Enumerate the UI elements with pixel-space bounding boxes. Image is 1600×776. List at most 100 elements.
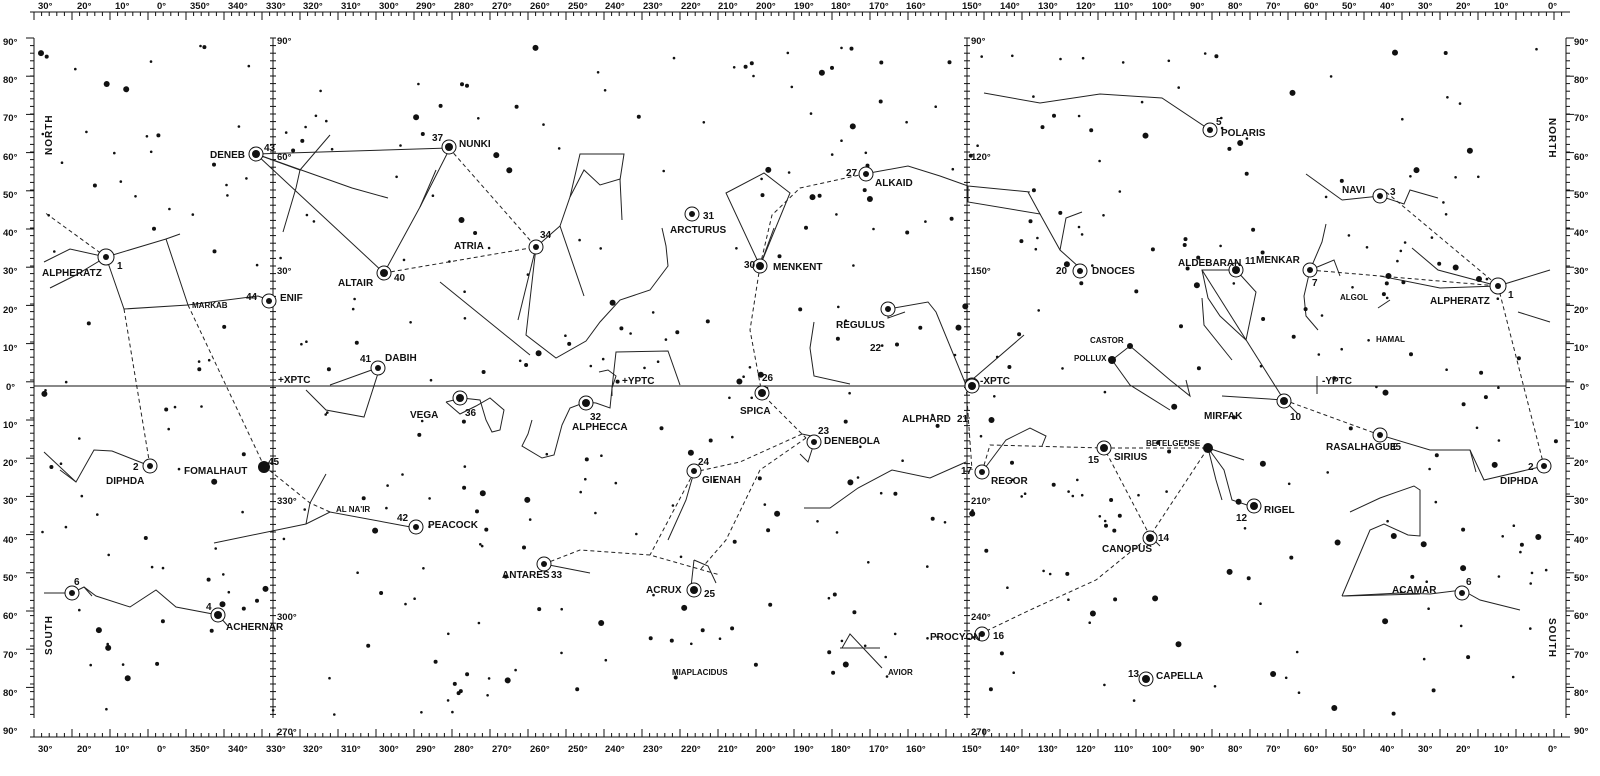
background-star bbox=[1289, 89, 1296, 96]
background-star bbox=[60, 161, 64, 164]
star-dnoces bbox=[1072, 263, 1088, 279]
background-star bbox=[456, 691, 461, 696]
star-number: 32 bbox=[590, 412, 602, 423]
star-dabih bbox=[370, 360, 386, 376]
star-label: FOMALHAUT bbox=[184, 466, 247, 477]
ra-label: 290° bbox=[416, 744, 436, 755]
background-star bbox=[600, 454, 603, 458]
background-star bbox=[880, 344, 884, 347]
background-star bbox=[96, 513, 99, 516]
background-star bbox=[905, 120, 908, 124]
background-star bbox=[1203, 52, 1207, 55]
background-star bbox=[402, 258, 406, 262]
background-star bbox=[1259, 364, 1263, 368]
star-label: SPICA bbox=[740, 406, 771, 417]
background-star bbox=[1179, 324, 1183, 329]
star-label: RIGEL bbox=[1264, 505, 1295, 516]
background-star bbox=[866, 196, 873, 202]
background-star bbox=[1231, 415, 1236, 420]
background-star bbox=[1140, 100, 1144, 104]
dec-label: 60° bbox=[1574, 611, 1589, 622]
label-castor: CASTOR bbox=[1090, 336, 1124, 345]
background-star bbox=[1396, 259, 1399, 263]
star-number: 30 bbox=[744, 260, 756, 271]
background-star bbox=[486, 694, 489, 697]
background-star bbox=[1058, 210, 1063, 215]
ra-label: 140° bbox=[1000, 1, 1020, 12]
background-star bbox=[1339, 178, 1344, 183]
background-star bbox=[103, 81, 110, 87]
dec-label: 70° bbox=[1574, 650, 1589, 661]
star-number: 26 bbox=[762, 373, 774, 384]
ra-label: 60° bbox=[1304, 744, 1319, 755]
background-star bbox=[41, 530, 44, 534]
ra-label: 170° bbox=[869, 744, 889, 755]
background-star bbox=[835, 213, 838, 216]
dec-label: 70° bbox=[1574, 113, 1589, 124]
background-star bbox=[173, 405, 177, 409]
background-star bbox=[1331, 705, 1338, 711]
background-star bbox=[643, 366, 646, 370]
background-star bbox=[475, 509, 479, 514]
background-star bbox=[1081, 56, 1085, 60]
background-star bbox=[1065, 571, 1070, 576]
background-star bbox=[1413, 167, 1420, 174]
background-star bbox=[38, 50, 44, 57]
background-star bbox=[830, 153, 834, 156]
background-star bbox=[211, 478, 218, 485]
star-label: CAPELLA bbox=[1156, 671, 1203, 682]
background-star bbox=[804, 225, 808, 230]
background-star bbox=[578, 238, 581, 242]
tick-marks bbox=[26, 12, 1574, 737]
background-star bbox=[1497, 575, 1501, 578]
background-star bbox=[1235, 498, 1242, 505]
background-star bbox=[1445, 368, 1448, 372]
star-canopus bbox=[1138, 671, 1154, 687]
background-star bbox=[227, 590, 231, 594]
ra-label: 80° bbox=[1228, 1, 1243, 12]
background-star bbox=[1431, 688, 1436, 693]
background-star bbox=[1098, 515, 1102, 518]
dec-label: 10° bbox=[3, 343, 18, 354]
background-star bbox=[1017, 332, 1022, 337]
ra-label: 60° bbox=[1304, 1, 1319, 12]
background-star bbox=[818, 69, 825, 76]
background-star bbox=[1384, 281, 1389, 286]
panel-label: 210° bbox=[971, 496, 991, 507]
background-star bbox=[481, 370, 486, 374]
star-alpheratz-left bbox=[97, 248, 115, 266]
background-star bbox=[1067, 598, 1070, 601]
background-star bbox=[225, 183, 228, 187]
ra-label: 310° bbox=[341, 744, 361, 755]
background-star bbox=[1365, 246, 1369, 249]
background-star bbox=[589, 364, 593, 368]
ra-label: 310° bbox=[341, 1, 361, 12]
dec-label: 0° bbox=[1580, 382, 1589, 393]
background-star bbox=[1434, 453, 1439, 458]
background-star bbox=[988, 417, 995, 423]
ra-label: 30° bbox=[1418, 1, 1433, 12]
background-star bbox=[635, 532, 638, 536]
background-star bbox=[237, 125, 241, 128]
background-star bbox=[504, 677, 511, 684]
background-star bbox=[305, 213, 309, 217]
background-star bbox=[768, 602, 773, 607]
background-star bbox=[879, 491, 883, 495]
background-star bbox=[422, 567, 425, 570]
ra-label: 40° bbox=[1380, 1, 1395, 12]
background-star bbox=[41, 132, 45, 136]
background-star bbox=[862, 188, 867, 193]
background-star bbox=[44, 54, 49, 59]
background-star bbox=[404, 602, 407, 606]
star-betelgeuse bbox=[1203, 443, 1213, 453]
background-star bbox=[420, 419, 424, 423]
dec-label: 80° bbox=[3, 688, 18, 699]
star-menkar bbox=[1372, 427, 1388, 443]
background-star bbox=[1012, 671, 1015, 674]
star-alpheratz bbox=[1489, 277, 1507, 295]
ra-label: 350° bbox=[190, 1, 210, 12]
background-star bbox=[452, 681, 457, 686]
background-star bbox=[1535, 47, 1538, 51]
star-achernar bbox=[210, 607, 226, 623]
background-star bbox=[766, 528, 771, 533]
